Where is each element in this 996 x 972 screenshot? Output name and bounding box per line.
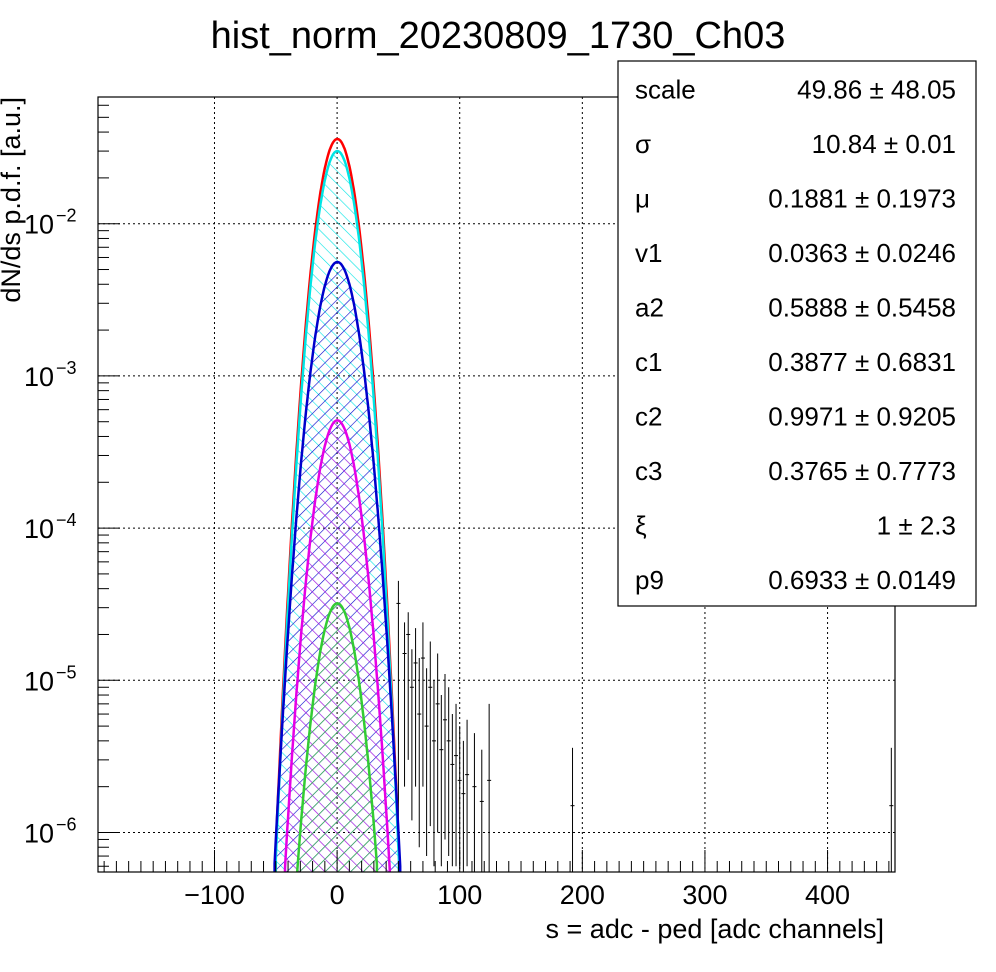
stat-value: 1 ± 2.3	[877, 510, 956, 540]
stat-value: 0.6933 ± 0.0149	[768, 565, 956, 595]
x-tick-label: 0	[330, 880, 345, 910]
y-tick-exponent: −4	[56, 510, 77, 530]
x-tick-label: 300	[682, 880, 727, 910]
y-tick-exponent: −6	[56, 814, 77, 834]
stats-box-frame	[617, 60, 977, 607]
y-tick-label: 10	[24, 666, 54, 696]
x-axis-label: s = adc - ped [adc channels]	[546, 914, 884, 944]
stat-value: 10.84 ± 0.01	[812, 129, 956, 159]
stat-value: 0.3765 ± 0.7773	[768, 456, 956, 486]
stat-value: 0.5888 ± 0.5458	[768, 292, 956, 322]
stat-name: c1	[635, 347, 662, 377]
stat-value: 0.1881 ± 0.1973	[768, 183, 956, 213]
stat-name: ξ	[635, 510, 647, 540]
y-axis-ticks: 10−610−510−410−310−2	[24, 104, 120, 867]
stat-name: c3	[635, 456, 662, 486]
y-tick-label: 10	[24, 362, 54, 392]
x-axis-ticks: −100 0 100 200 300 400	[103, 850, 890, 910]
y-axis-label: dN/ds p.d.f. [a.u.]	[0, 97, 26, 303]
y-tick-label: 10	[24, 514, 54, 544]
y-tick-exponent: −3	[56, 358, 77, 378]
x-tick-label: 400	[805, 880, 850, 910]
stat-name: scale	[635, 74, 696, 104]
fit-curve-1	[274, 149, 401, 872]
fit-curve-3	[283, 419, 392, 872]
stat-name: p9	[635, 565, 664, 595]
data-points	[396, 580, 894, 872]
x-tick-label: −100	[184, 880, 245, 910]
stat-value: 0.0363 ± 0.0246	[768, 238, 956, 268]
chart-title: hist_norm_20230809_1730_Ch03	[211, 15, 786, 57]
stats-box: scale 49.86 ± 48.05 σ 10.84 ± 0.01 μ 0.1881 ±…	[617, 60, 977, 607]
y-tick-exponent: −2	[56, 206, 77, 226]
x-tick-label: 100	[437, 880, 482, 910]
stat-name: c2	[635, 401, 662, 431]
stat-value: 0.9971 ± 0.9205	[768, 401, 956, 431]
stat-name: μ	[635, 183, 650, 213]
fit-curve-4	[296, 602, 379, 872]
fit-curve-2	[273, 260, 402, 872]
y-tick-label: 10	[24, 210, 54, 240]
stat-name: v1	[635, 238, 662, 268]
stat-name: σ	[635, 129, 651, 159]
stat-value: 0.3877 ± 0.6831	[768, 347, 956, 377]
y-tick-label: 10	[24, 818, 54, 848]
x-tick-label: 200	[560, 880, 605, 910]
stat-value: 49.86 ± 48.05	[797, 74, 956, 104]
y-tick-exponent: −5	[56, 662, 77, 682]
stat-name: a2	[635, 292, 664, 322]
fit-curves	[273, 137, 402, 872]
